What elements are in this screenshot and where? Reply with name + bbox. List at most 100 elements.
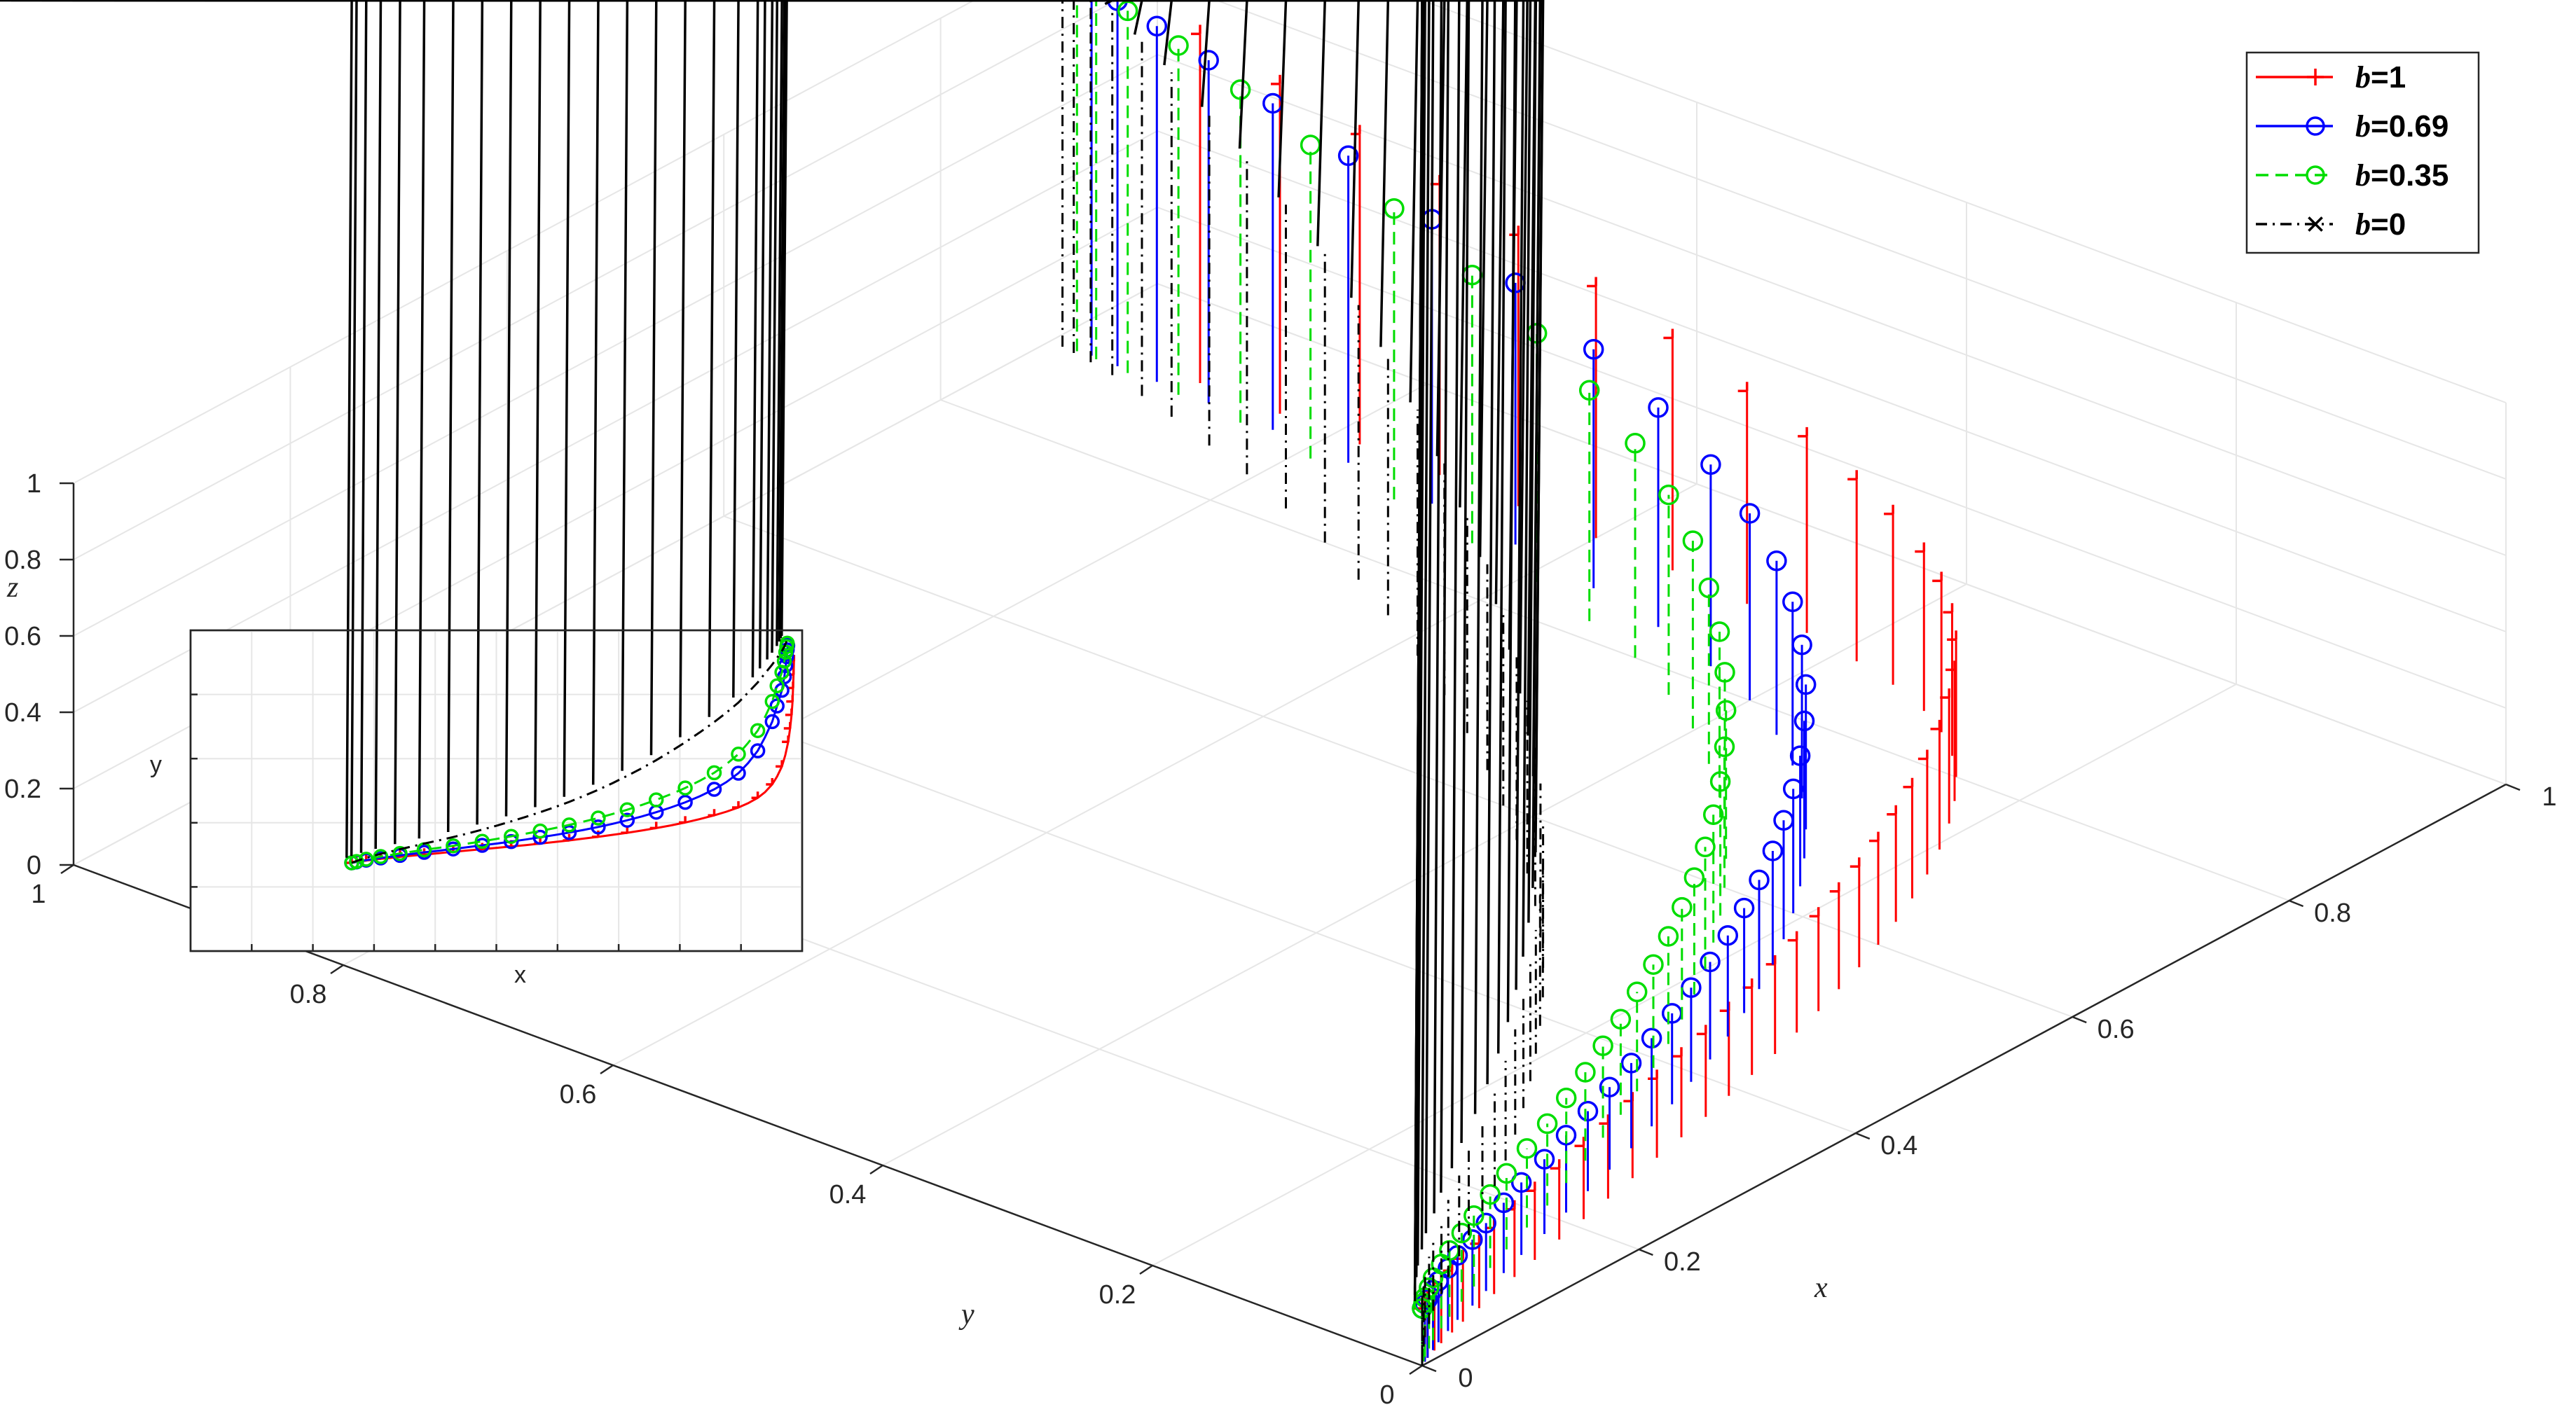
stem-marker: [1884, 504, 1894, 515]
z-tick-label: 0.2: [4, 775, 41, 804]
inset-marker: [503, 833, 519, 850]
x-tick-label: 0.2: [1664, 1247, 1701, 1277]
stem-marker: [1682, 530, 1704, 551]
z-tick-labels: 0 0.2 0.4 0.6 0.8 1: [4, 469, 41, 880]
y-tick-mark: [330, 964, 344, 975]
stem-marker: [1583, 339, 1604, 360]
inset-marker: [677, 794, 693, 810]
stem-marker: [1451, 1222, 1473, 1244]
inset-marker: [446, 838, 461, 854]
y-tick-mark: [1139, 1264, 1153, 1275]
stem-marker: [1709, 621, 1730, 642]
floor-grid-line: [723, 515, 2073, 1018]
y-tick-label: 0.6: [560, 1080, 597, 1109]
stem-marker: [1795, 674, 1817, 695]
inset-marker: [561, 817, 577, 833]
stem-marker: [1271, 74, 1281, 85]
stem-marker: [1505, 272, 1526, 293]
tick-marks-3d: [60, 482, 2521, 1375]
x-tick-mark: [1855, 1132, 1871, 1140]
stem-marker: [1714, 736, 1735, 758]
inset-marker: [782, 735, 790, 743]
z-tick-label: 0.8: [4, 546, 41, 575]
stem-marker: [1829, 882, 1840, 893]
side-wall-grid-line: [1157, 54, 2507, 556]
stem-marker: [1658, 484, 1679, 506]
legend-marker: [2306, 116, 2325, 136]
y-axis-label: y: [958, 1298, 974, 1331]
y-tick-mark: [1409, 1364, 1423, 1375]
inset-marker: [776, 760, 783, 768]
stem-marker: [1809, 907, 1820, 918]
inset-series-line: [351, 643, 789, 864]
inset-marker: [619, 812, 635, 828]
inset-marker: [751, 791, 759, 799]
inset-series: [344, 0, 863, 871]
stem-marker: [1625, 433, 1646, 454]
stem-marker: [1789, 745, 1811, 766]
stem-marker: [1117, 0, 1138, 22]
inset-marker: [677, 780, 693, 796]
stem-marker: [1578, 380, 1600, 401]
inset-y-label: y: [150, 751, 162, 778]
inset-marker: [764, 714, 780, 730]
inset-marker: [766, 778, 774, 786]
stem-marker: [1714, 662, 1735, 683]
back-wall-grid-line: [73, 0, 977, 484]
inset-frame-border: [189, 629, 804, 952]
stem-marker: [1510, 1172, 1532, 1193]
stem-marker: [1696, 1025, 1707, 1036]
y-tick-label: 1: [31, 880, 46, 909]
x-tick-mark: [2289, 899, 2304, 908]
stem-marker: [1782, 591, 1803, 613]
stem-marker: [1610, 1008, 1632, 1030]
stem-marker: [1534, 1149, 1555, 1170]
stem-marker: [1146, 15, 1168, 37]
inset-marker: [649, 822, 658, 830]
y-tick-mark: [60, 864, 74, 875]
legend: b=1 b=0.69 b=0.35 b=0: [2245, 51, 2480, 254]
stem-marker: [1943, 603, 1954, 614]
stem-marker: [1536, 1113, 1558, 1135]
inset-marker: [750, 743, 766, 758]
inset-marker: [750, 723, 766, 738]
stem-marker: [1168, 35, 1189, 56]
floor-grid-line: [612, 483, 1697, 1066]
stem-marker: [1658, 926, 1679, 947]
stem-marker: [1717, 924, 1739, 946]
stem-marker: [1850, 857, 1861, 868]
stem-marker: [1463, 1205, 1485, 1226]
stem-marker: [1698, 577, 1720, 599]
side-wall-grid-line: [1157, 207, 2507, 709]
back-wall-grid-line: [73, 130, 1158, 713]
inset-marker: [474, 833, 490, 850]
stem-marker: [1847, 470, 1858, 480]
legend-marker: [2306, 165, 2325, 185]
y-tick-mark: [869, 1164, 883, 1175]
legend-entry-1: b=0.69: [2256, 109, 2448, 144]
stem-marker: [1737, 382, 1749, 392]
legend-label: b=1: [2355, 60, 2406, 95]
inset-x-label: x: [514, 962, 526, 988]
stem-marker: [1599, 1114, 1610, 1125]
stem-marker: [1641, 1027, 1662, 1049]
stem-marker: [1733, 897, 1755, 919]
stem-marker: [1915, 542, 1926, 553]
stem-marker: [1887, 805, 1897, 816]
stem-marker: [1766, 550, 1787, 571]
legend-label: b=0.35: [2355, 158, 2448, 193]
x-tick-mark: [1638, 1248, 1653, 1256]
inset-marker: [786, 695, 794, 703]
stem-marker: [1516, 1138, 1538, 1159]
stem-marker: [1683, 867, 1705, 888]
stem-marker: [1798, 427, 1808, 438]
inset-series-2: [344, 635, 795, 871]
stem-marker: [1230, 79, 1251, 100]
y-tick-mark: [600, 1064, 614, 1075]
stem-marker: [1930, 719, 1941, 730]
stem-marker: [1191, 25, 1201, 36]
floor-grid-line: [882, 583, 1967, 1166]
stem-marker: [1663, 328, 1674, 340]
stem-marker: [1700, 951, 1721, 973]
stem-marker: [1793, 710, 1815, 732]
